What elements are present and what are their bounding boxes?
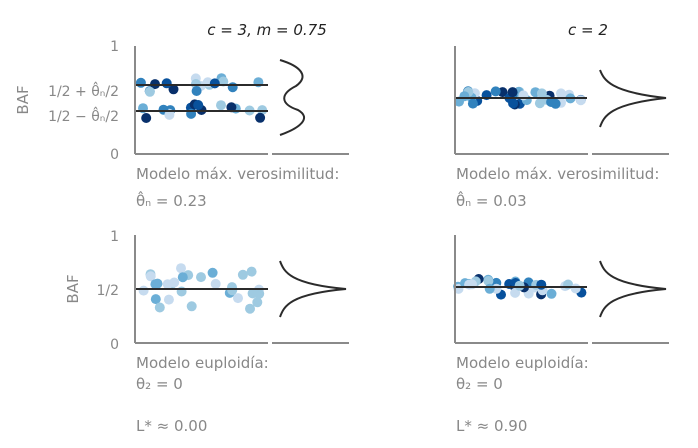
panel-bottom-left: BAF 1 1/2 0 Modelo euploidía: θ₂ = 0 L* …	[64, 229, 349, 435]
baf-point	[490, 86, 501, 97]
tick-0-bottom-left: 0	[110, 337, 119, 353]
baf-point	[138, 285, 149, 296]
caption-value-top-right: θ̂ₙ = 0.03	[456, 190, 527, 210]
baf-point	[245, 303, 255, 314]
baf-point	[216, 100, 226, 111]
baf-point	[135, 77, 146, 88]
baf-points-bottom-left	[138, 263, 265, 314]
baf-point	[237, 269, 248, 280]
baf-point	[191, 86, 202, 96]
caption-value-bottom-left: θ₂ = 0	[136, 375, 183, 393]
baf-points-top-left	[135, 73, 268, 123]
tick-1-top-left: 1	[110, 39, 119, 55]
baf-point	[536, 279, 547, 290]
baf-point	[507, 87, 518, 98]
caption-title-top-left: Modelo máx. verosimilitud:	[136, 165, 339, 183]
baf-point	[193, 100, 204, 110]
panel-bottom-right: Modelo euploidía: θ₂ = 0 L* ≈ 0.90	[453, 235, 669, 435]
panel-top-left: BAF 1 1/2 + θ̂ₙ/2 1/2 − θ̂ₙ/2 0 Modelo m…	[14, 39, 349, 210]
baf-point	[254, 288, 265, 299]
density-curve-bottom-left	[279, 260, 347, 318]
baf-point	[483, 276, 494, 286]
baf-point	[484, 283, 495, 294]
baf-point	[233, 293, 243, 304]
baf-point	[570, 283, 581, 294]
title-right: c = 2	[568, 21, 608, 39]
baf-point	[150, 294, 161, 305]
tick-0-top-left: 0	[110, 147, 119, 163]
caption-likelihood-bottom-left: L* ≈ 0.00	[136, 417, 207, 435]
baf-point	[210, 278, 221, 289]
baf-point	[255, 112, 266, 123]
baf-point	[145, 271, 156, 282]
baf-point	[144, 86, 155, 97]
baf-point	[141, 113, 152, 123]
baf-point	[207, 267, 218, 278]
baf-point	[176, 263, 186, 274]
tick-half-bottom-left: 1/2	[96, 283, 119, 299]
baf-point	[508, 98, 519, 109]
baf-point	[252, 297, 263, 308]
density-curve-bottom-right	[599, 260, 667, 318]
baf-point	[246, 266, 257, 277]
baf-point	[556, 88, 566, 99]
tick-1-bottom-left: 1	[110, 229, 119, 245]
baf-point	[196, 272, 206, 283]
baf-point	[459, 91, 470, 102]
baf-point	[177, 272, 188, 283]
baf-point	[227, 285, 238, 296]
y-axis-label-top: BAF	[14, 85, 32, 114]
baf-point	[152, 278, 163, 289]
baf-point	[163, 294, 174, 305]
baf-point	[169, 277, 180, 288]
density-curve-top-left	[279, 59, 305, 136]
baf-point	[546, 288, 557, 299]
caption-title-bottom-left: Modelo euploidía:	[136, 354, 269, 372]
baf-point	[209, 78, 220, 89]
baf-point	[168, 84, 179, 95]
baf-point	[536, 88, 547, 99]
y-axis-label-bottom: BAF	[64, 274, 82, 303]
title-left: c = 3, m = 0.75	[207, 21, 327, 39]
baf-point	[575, 95, 586, 106]
baf-point	[514, 280, 525, 291]
baf-point	[467, 98, 478, 109]
baf-point	[164, 109, 175, 120]
caption-title-top-right: Modelo máx. verosimilitud:	[456, 165, 659, 183]
panel-top-right: Modelo máx. verosimilitud: θ̂ₙ = 0.03	[454, 46, 669, 210]
tick-lower-mid-top-left: 1/2 − θ̂ₙ/2	[48, 106, 119, 125]
density-curve-top-right	[599, 69, 667, 128]
baf-point	[510, 287, 521, 298]
baf-point	[154, 302, 165, 313]
baf-point	[186, 301, 197, 312]
caption-likelihood-bottom-right: L* ≈ 0.90	[456, 417, 527, 435]
caption-value-top-left: θ̂ₙ = 0.23	[136, 190, 207, 210]
baf-point	[226, 102, 237, 113]
caption-title-bottom-right: Modelo euploidía:	[456, 354, 589, 372]
baf-point	[546, 97, 557, 107]
baf-point	[161, 78, 172, 89]
baf-point	[227, 82, 238, 93]
tick-upper-mid-top-left: 1/2 + θ̂ₙ/2	[48, 81, 119, 100]
caption-value-bottom-right: θ₂ = 0	[456, 375, 503, 393]
